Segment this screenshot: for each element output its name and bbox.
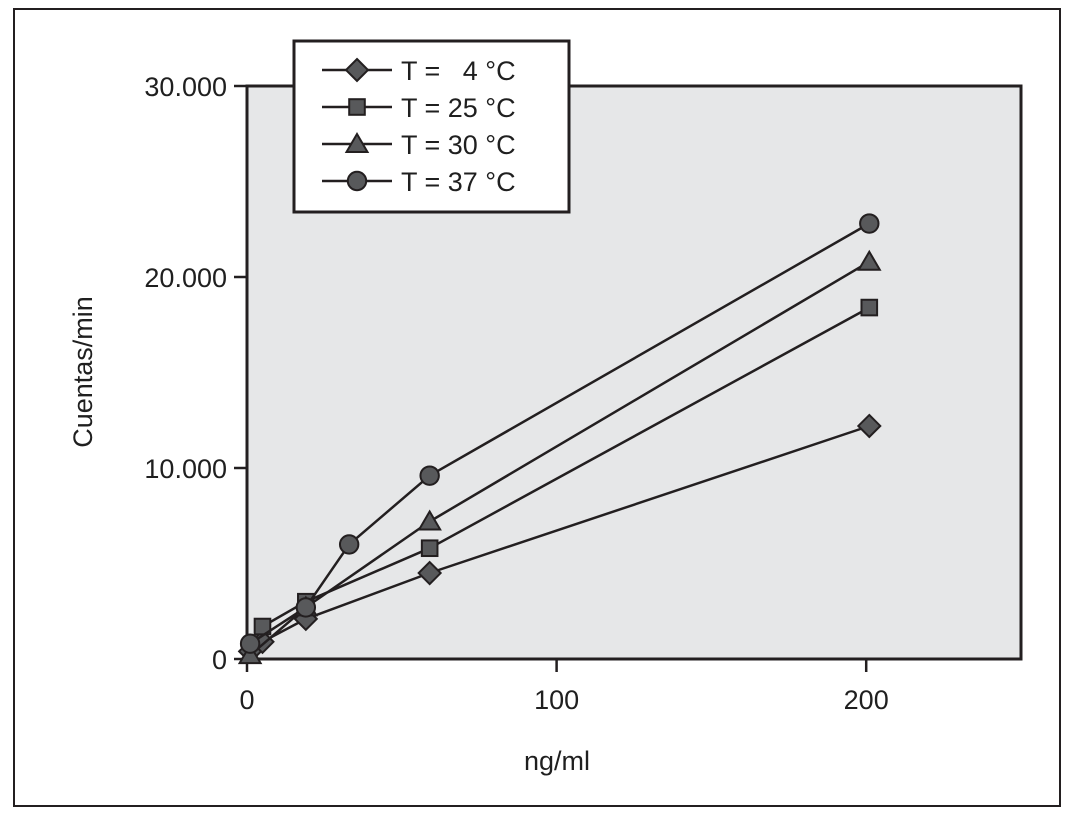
y-tick-label: 30.000 xyxy=(144,72,227,102)
legend-marker-square xyxy=(348,98,366,116)
legend-label: T = 25 °C xyxy=(401,93,516,123)
legend-marker-diamond xyxy=(344,57,370,83)
series-square xyxy=(253,298,879,636)
x-tick-label: 0 xyxy=(239,685,254,715)
legend-item-circle: T = 37 °C xyxy=(322,167,516,197)
axes: 0 100 200 0 10.000 20.000 30.000 xyxy=(144,72,888,715)
y-axis-label: Cuentas/min xyxy=(68,296,98,448)
legend: T = 4 °C T = 25 °C T = 30 °C T = 37 °C xyxy=(292,39,571,214)
data-point-circle xyxy=(295,597,317,618)
y-tick-label: 10.000 xyxy=(144,454,227,484)
data-point-circle xyxy=(338,534,360,555)
data-point-diamond xyxy=(856,413,882,439)
data-point-circle xyxy=(859,213,880,234)
y-tick-label: 0 xyxy=(212,645,227,675)
series-circle xyxy=(239,213,880,654)
x-tick-label: 100 xyxy=(534,685,579,715)
data-point-triangle xyxy=(857,249,882,271)
legend-item-triangle: T = 30 °C xyxy=(322,130,516,160)
data-point-square xyxy=(860,298,879,317)
legend-marker-circle xyxy=(346,170,368,192)
data-point-square xyxy=(420,539,439,558)
y-tick-label: 20.000 xyxy=(144,263,227,293)
legend-item-diamond: T = 4 °C xyxy=(322,56,516,86)
series-line-triangle xyxy=(249,260,870,657)
legend-label: T = 37 °C xyxy=(401,167,516,197)
x-tick-label: 200 xyxy=(844,685,889,715)
data-point-circle xyxy=(239,633,261,654)
series-line-square xyxy=(261,306,870,628)
legend-marker-triangle xyxy=(344,132,370,153)
legend-label: T = 4 °C xyxy=(401,56,516,86)
series-layer xyxy=(237,213,882,665)
data-point-circle xyxy=(419,465,440,486)
x-axis-label: ng/ml xyxy=(524,746,590,776)
data-point-triangle xyxy=(237,643,263,665)
data-point-triangle xyxy=(417,509,442,531)
legend-label: T = 30 °C xyxy=(401,130,516,160)
legend-item-square: T = 25 °C xyxy=(322,93,516,123)
data-point-diamond xyxy=(417,560,443,586)
